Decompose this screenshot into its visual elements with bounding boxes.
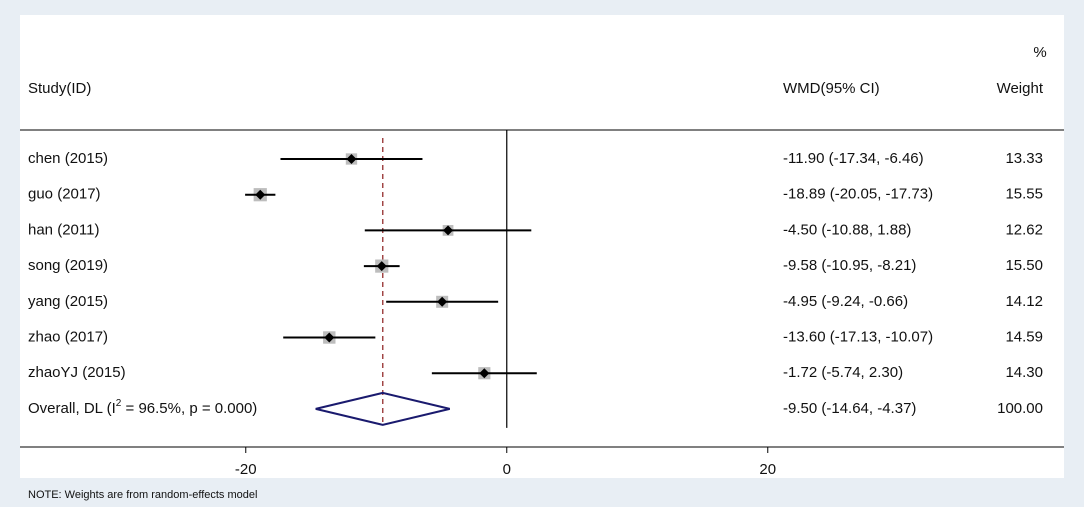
weight-label: 15.55 [1005, 186, 1043, 203]
weight-unit: % [1033, 44, 1046, 61]
overall-label-part: 2 [116, 398, 122, 409]
weight-label: 15.50 [1005, 257, 1043, 274]
overall-diamond [315, 391, 450, 426]
study-header: Study(ID) [28, 80, 91, 97]
x-tick-label: 0 [503, 461, 511, 478]
effect-header: WMD(95% CI) [783, 80, 880, 97]
weight-label: 14.12 [1005, 293, 1043, 310]
overall-label: Overall, DL (I2 = 96.5%, p = 0.000) [28, 398, 257, 417]
effect-label: -11.90 (-17.34, -6.46) [783, 150, 924, 167]
weight-label: 13.33 [1005, 150, 1043, 167]
overall-effect-label: -9.50 (-14.64, -4.37) [783, 400, 916, 417]
overall-weight-label: 100.00 [997, 400, 1043, 417]
point-estimate [443, 225, 454, 236]
study-label: zhao (2017) [28, 328, 108, 345]
effect-label: -13.60 (-17.13, -10.07) [783, 328, 933, 345]
x-tick-label: -20 [235, 461, 257, 478]
weight-label: 12.62 [1005, 221, 1043, 238]
study-label: han (2011) [28, 221, 99, 238]
plot-panel [20, 15, 1064, 478]
effect-label: -1.72 (-5.74, 2.30) [783, 364, 903, 381]
study-label: chen (2015) [28, 150, 108, 167]
effect-label: -9.58 (-10.95, -8.21) [783, 257, 916, 274]
effect-label: -4.95 (-9.24, -0.66) [783, 293, 908, 310]
point-estimate [346, 154, 357, 164]
note: NOTE: Weights are from random-effects mo… [28, 489, 257, 501]
effect-label: -18.89 (-20.05, -17.73) [783, 186, 933, 203]
weight-label: 14.59 [1005, 328, 1043, 345]
study-label: yang (2015) [28, 293, 108, 310]
weight-label: 14.30 [1005, 364, 1043, 381]
study-label: guo (2017) [28, 186, 101, 203]
point-estimate [255, 189, 266, 200]
study-label: song (2019) [28, 257, 108, 274]
study-label: zhaoYJ (2015) [28, 364, 126, 381]
point-estimate [376, 261, 387, 272]
x-tick-label: 20 [759, 461, 776, 478]
effect-label: -4.50 (-10.88, 1.88) [783, 221, 911, 238]
weight-header: Weight [997, 80, 1044, 97]
overall-label-part: Overall, DL (I [28, 400, 116, 417]
point-estimate [324, 332, 335, 343]
point-estimate [479, 368, 490, 379]
point-estimate [437, 296, 448, 307]
overall-label-part: = 96.5%, p = 0.000) [121, 400, 257, 417]
